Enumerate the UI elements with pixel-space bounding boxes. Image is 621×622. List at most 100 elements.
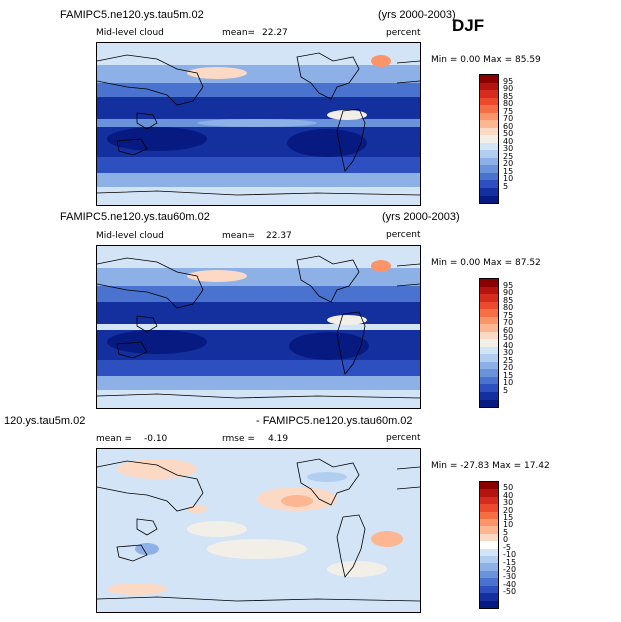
colorbar-swatch (480, 165, 498, 173)
panel2-years: (yrs 2000-2003) (382, 211, 460, 223)
colorbar-swatch (480, 563, 498, 571)
colorbar-label: -30 (503, 572, 517, 582)
colorbar-label: 15 (503, 513, 514, 523)
colorbar-swatch (480, 90, 498, 98)
panel3-map (96, 448, 421, 613)
colorbar-swatch (480, 376, 498, 385)
panel3-case-title-right: - FAMIPC5.ne120.ys.tau60m.02 (256, 415, 413, 427)
colorbar-swatch (480, 127, 498, 136)
colorbar-swatch (480, 97, 498, 106)
colorbar-swatch (480, 195, 498, 204)
panel2-field-label: Mid-level cloud (96, 231, 164, 241)
colorbar-label: 30 (503, 498, 514, 508)
colorbar-swatch (480, 578, 498, 586)
colorbar-swatch (480, 541, 498, 549)
panel1-field-label: Mid-level cloud (96, 28, 164, 38)
colorbar-swatch (480, 504, 498, 512)
colorbar-swatch (480, 489, 498, 497)
colorbar-swatch (480, 316, 498, 325)
colorbar-swatch (480, 399, 498, 408)
colorbar-label: 85 (503, 91, 514, 101)
colorbar-swatch (480, 135, 498, 143)
colorbar-swatch (480, 526, 498, 534)
colorbar-label: -10 (503, 550, 517, 560)
colorbar-label: 15 (503, 370, 514, 380)
panel2-coastlines (97, 255, 420, 399)
panel1-stat-label: mean= (222, 28, 256, 38)
colorbar-swatch (480, 384, 498, 392)
panel3-coastlines (97, 458, 420, 602)
colorbar-swatch (480, 309, 498, 317)
panel1-case-title: FAMIPC5.ne120.ys.tau5m.02 (60, 9, 204, 21)
colorbar-label: 10 (503, 520, 514, 530)
colorbar-swatch (480, 331, 498, 340)
colorbar-swatch (480, 112, 498, 121)
colorbar-swatch (480, 354, 498, 362)
colorbar-swatch (480, 105, 498, 113)
colorbar-swatch (480, 533, 498, 542)
panel1-minmax: Min = 0.00 Max = 85.59 (431, 55, 541, 65)
panel3-map-field (97, 449, 420, 612)
colorbar-swatch (480, 150, 498, 158)
colorbar-swatch (480, 511, 498, 520)
colorbar-swatch (480, 82, 498, 91)
colorbar-label: 10 (503, 174, 514, 184)
colorbar-label: 20 (503, 159, 514, 169)
colorbar-swatch (480, 585, 498, 594)
panel1-map-field (97, 43, 420, 205)
panel3-mean-label: mean = (96, 434, 132, 444)
colorbar-label: 60 (503, 325, 514, 335)
colorbar-swatch (480, 482, 498, 490)
colorbar-label: 10 (503, 378, 514, 388)
colorbar-swatch (480, 556, 498, 564)
colorbar-label: 5 (503, 527, 509, 537)
colorbar-label: 85 (503, 295, 514, 305)
colorbar-label: -15 (503, 557, 517, 567)
colorbar-swatch (480, 570, 498, 579)
panel2-map (96, 245, 421, 409)
colorbar-label: 30 (503, 348, 514, 358)
colorbar-swatch (480, 301, 498, 310)
colorbar-label: 80 (503, 303, 514, 313)
colorbar-swatch (480, 294, 498, 302)
panel1-years: (yrs 2000-2003) (378, 9, 456, 21)
colorbar-label: 0 (503, 535, 509, 545)
colorbar-label: -5 (503, 542, 511, 552)
colorbar-label: 20 (503, 505, 514, 515)
panel2-map-field (97, 246, 420, 408)
panel2-colorbar (479, 278, 499, 408)
colorbar-swatch (480, 180, 498, 188)
colorbar-label: 5 (503, 181, 509, 191)
panel2-units: percent (386, 230, 421, 240)
panel3-minmax: Min = -27.83 Max = 17.42 (431, 461, 550, 471)
colorbar-label: 25 (503, 355, 514, 365)
colorbar-label: 50 (503, 333, 514, 343)
colorbar-swatch (480, 496, 498, 505)
colorbar-swatch (480, 369, 498, 377)
colorbar-label: 40 (503, 340, 514, 350)
panel3-case-title-left: 120.ys.tau5m.02 (4, 415, 86, 427)
colorbar-swatch (480, 157, 498, 166)
colorbar-label: 25 (503, 151, 514, 161)
panel3-units: percent (386, 433, 421, 443)
colorbar-label: 95 (503, 76, 514, 86)
colorbar-label: 70 (503, 318, 514, 328)
colorbar-swatch (480, 172, 498, 181)
colorbar-swatch (480, 286, 498, 295)
colorbar-label: 95 (503, 280, 514, 290)
panel1-map (96, 42, 421, 206)
colorbar-swatch (480, 142, 498, 151)
colorbar-label: 30 (503, 144, 514, 154)
colorbar-swatch (480, 279, 498, 287)
colorbar-swatch (480, 593, 498, 601)
colorbar-label: 75 (503, 106, 514, 116)
colorbar-swatch (480, 339, 498, 347)
panel3-rmse-label: rmse = (222, 434, 255, 444)
colorbar-swatch (480, 519, 498, 527)
panel3-colorbar (479, 481, 499, 609)
colorbar-swatch (480, 361, 498, 370)
colorbar-swatch (480, 391, 498, 400)
panel2-minmax: Min = 0.00 Max = 87.52 (431, 258, 541, 268)
colorbar-label: 50 (503, 129, 514, 139)
colorbar-swatch (480, 548, 498, 557)
